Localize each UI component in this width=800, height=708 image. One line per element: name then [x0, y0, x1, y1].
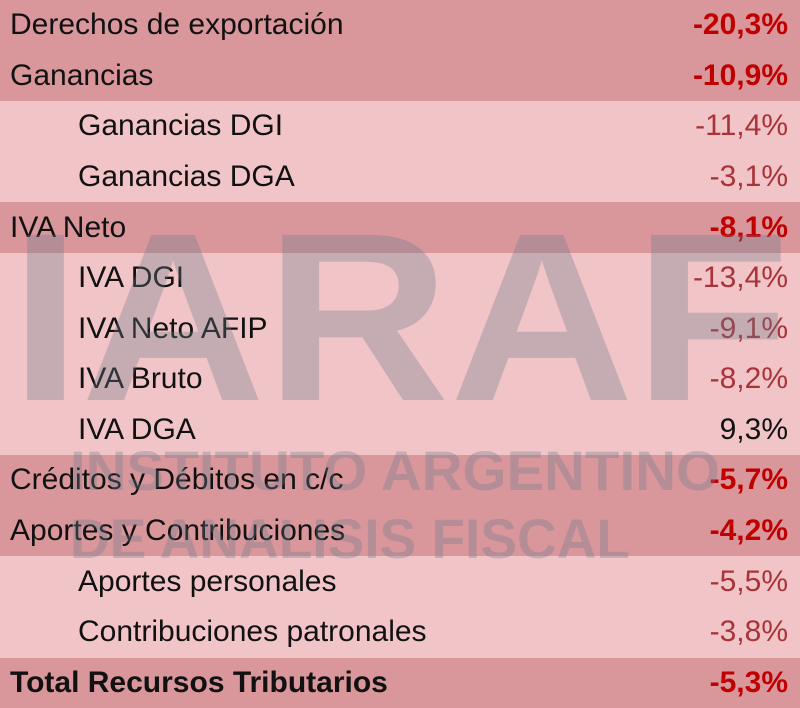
row: Ganancias DGA -3,1% — [0, 151, 800, 203]
label: IVA Bruto — [78, 362, 203, 396]
value: -5,3% — [709, 665, 788, 699]
value: -8,2% — [709, 362, 788, 396]
label: Aportes personales — [78, 564, 337, 598]
row: IVA Bruto -8,2% — [0, 354, 800, 405]
row: Ganancias -10,9% — [0, 50, 800, 102]
row: IVA DGA 9,3% — [0, 404, 800, 456]
value: -3,8% — [709, 615, 788, 649]
label: Ganancias DGA — [78, 160, 295, 194]
value: -9,1% — [709, 311, 788, 345]
label: Ganancias — [10, 58, 154, 92]
label: Derechos de exportación — [10, 8, 344, 42]
row: Ganancias DGI -11,4% — [0, 101, 800, 152]
label: Contribuciones patronales — [78, 615, 427, 649]
label: IVA Neto AFIP — [78, 311, 268, 345]
label: Créditos y Débitos en c/c — [10, 463, 344, 497]
value: -10,9% — [692, 58, 788, 92]
row: Aportes personales -5,5% — [0, 556, 800, 607]
row: Créditos y Débitos en c/c -5,7% — [0, 455, 800, 506]
value: -8,1% — [709, 210, 788, 244]
value: -5,5% — [709, 564, 788, 598]
label: Aportes y Contribuciones — [10, 514, 346, 548]
label: Ganancias DGI — [78, 109, 284, 143]
row: Contribuciones patronales -3,8% — [0, 606, 800, 658]
value: -11,4% — [695, 109, 788, 143]
value: -20,3% — [692, 8, 788, 42]
value: 9,3% — [719, 412, 788, 446]
row: IVA DGI -13,4% — [0, 252, 800, 304]
row: IVA Neto AFIP -9,1% — [0, 303, 800, 355]
row: Aportes y Contribuciones -4,2% — [0, 505, 800, 557]
label: IVA DGI — [78, 261, 185, 295]
value: -5,7% — [709, 463, 788, 497]
row: Total Recursos Tributarios -5,3% — [0, 657, 800, 708]
label: IVA DGA — [78, 412, 196, 446]
value: -3,1% — [709, 160, 788, 194]
row: IVA Neto -8,1% — [0, 202, 800, 253]
value: -4,2% — [709, 514, 788, 548]
label: Total Recursos Tributarios — [10, 665, 388, 699]
label: IVA Neto — [10, 210, 127, 244]
value: -13,4% — [692, 261, 788, 295]
row: Derechos de exportación -20,3% — [0, 0, 800, 51]
